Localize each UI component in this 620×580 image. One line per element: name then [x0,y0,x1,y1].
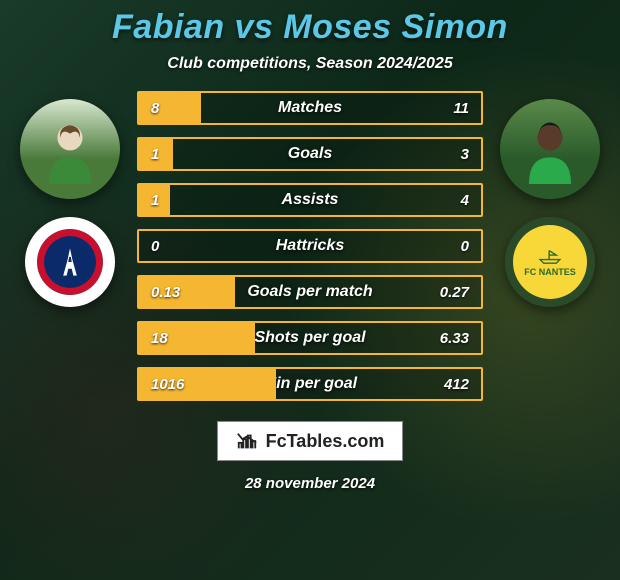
club-right-label: FC NANTES [524,268,576,278]
stat-value-right: 0.27 [440,284,469,301]
person-icon [35,114,105,184]
stats-list: 8Matches111Goals31Assists40Hattricks00.1… [137,91,483,401]
stat-label: Assists [139,191,481,209]
left-column [15,91,125,307]
footer-brand-text: FcTables.com [266,431,385,452]
stat-value-right: 11 [453,100,469,117]
stat-row: 1016Min per goal412 [137,367,483,401]
bar-fill-left [139,93,201,123]
stat-value-left: 18 [151,330,168,347]
stat-value-left: 1016 [151,376,184,393]
stat-value-right: 6.33 [440,330,469,347]
stat-value-right: 3 [461,146,469,163]
ship-icon [535,247,565,265]
player-left-avatar [20,99,120,199]
stat-row: 0.13Goals per match0.27 [137,275,483,309]
right-column: FC NANTES [495,91,605,307]
stat-value-right: 0 [461,238,469,255]
page-title: Fabian vs Moses Simon [112,8,508,47]
club-left-badge [25,217,115,307]
chart-icon [236,430,258,452]
stat-row: 8Matches11 [137,91,483,125]
player-right-avatar [500,99,600,199]
stat-row: 0Hattricks0 [137,229,483,263]
subtitle: Club competitions, Season 2024/2025 [167,55,452,73]
footer-brand: FcTables.com [217,421,404,461]
stat-label: Goals [139,145,481,163]
stat-value-left: 0 [151,238,159,255]
stat-row: 1Goals3 [137,137,483,171]
stat-row: 1Assists4 [137,183,483,217]
stat-value-left: 1 [151,192,159,209]
stat-value-right: 412 [444,376,469,393]
stat-value-left: 1 [151,146,159,163]
club-right-badge: FC NANTES [505,217,595,307]
stat-row: 18Shots per goal6.33 [137,321,483,355]
stat-value-right: 4 [461,192,469,209]
stat-value-left: 8 [151,100,159,117]
person-icon [515,114,585,184]
date-label: 28 november 2024 [245,475,375,492]
stat-value-left: 0.13 [151,284,180,301]
comparison-card: Fabian vs Moses Simon Club competitions,… [0,0,620,580]
comparison-body: 8Matches111Goals31Assists40Hattricks00.1… [0,91,620,401]
eiffel-icon [53,245,87,279]
stat-label: Hattricks [139,237,481,255]
